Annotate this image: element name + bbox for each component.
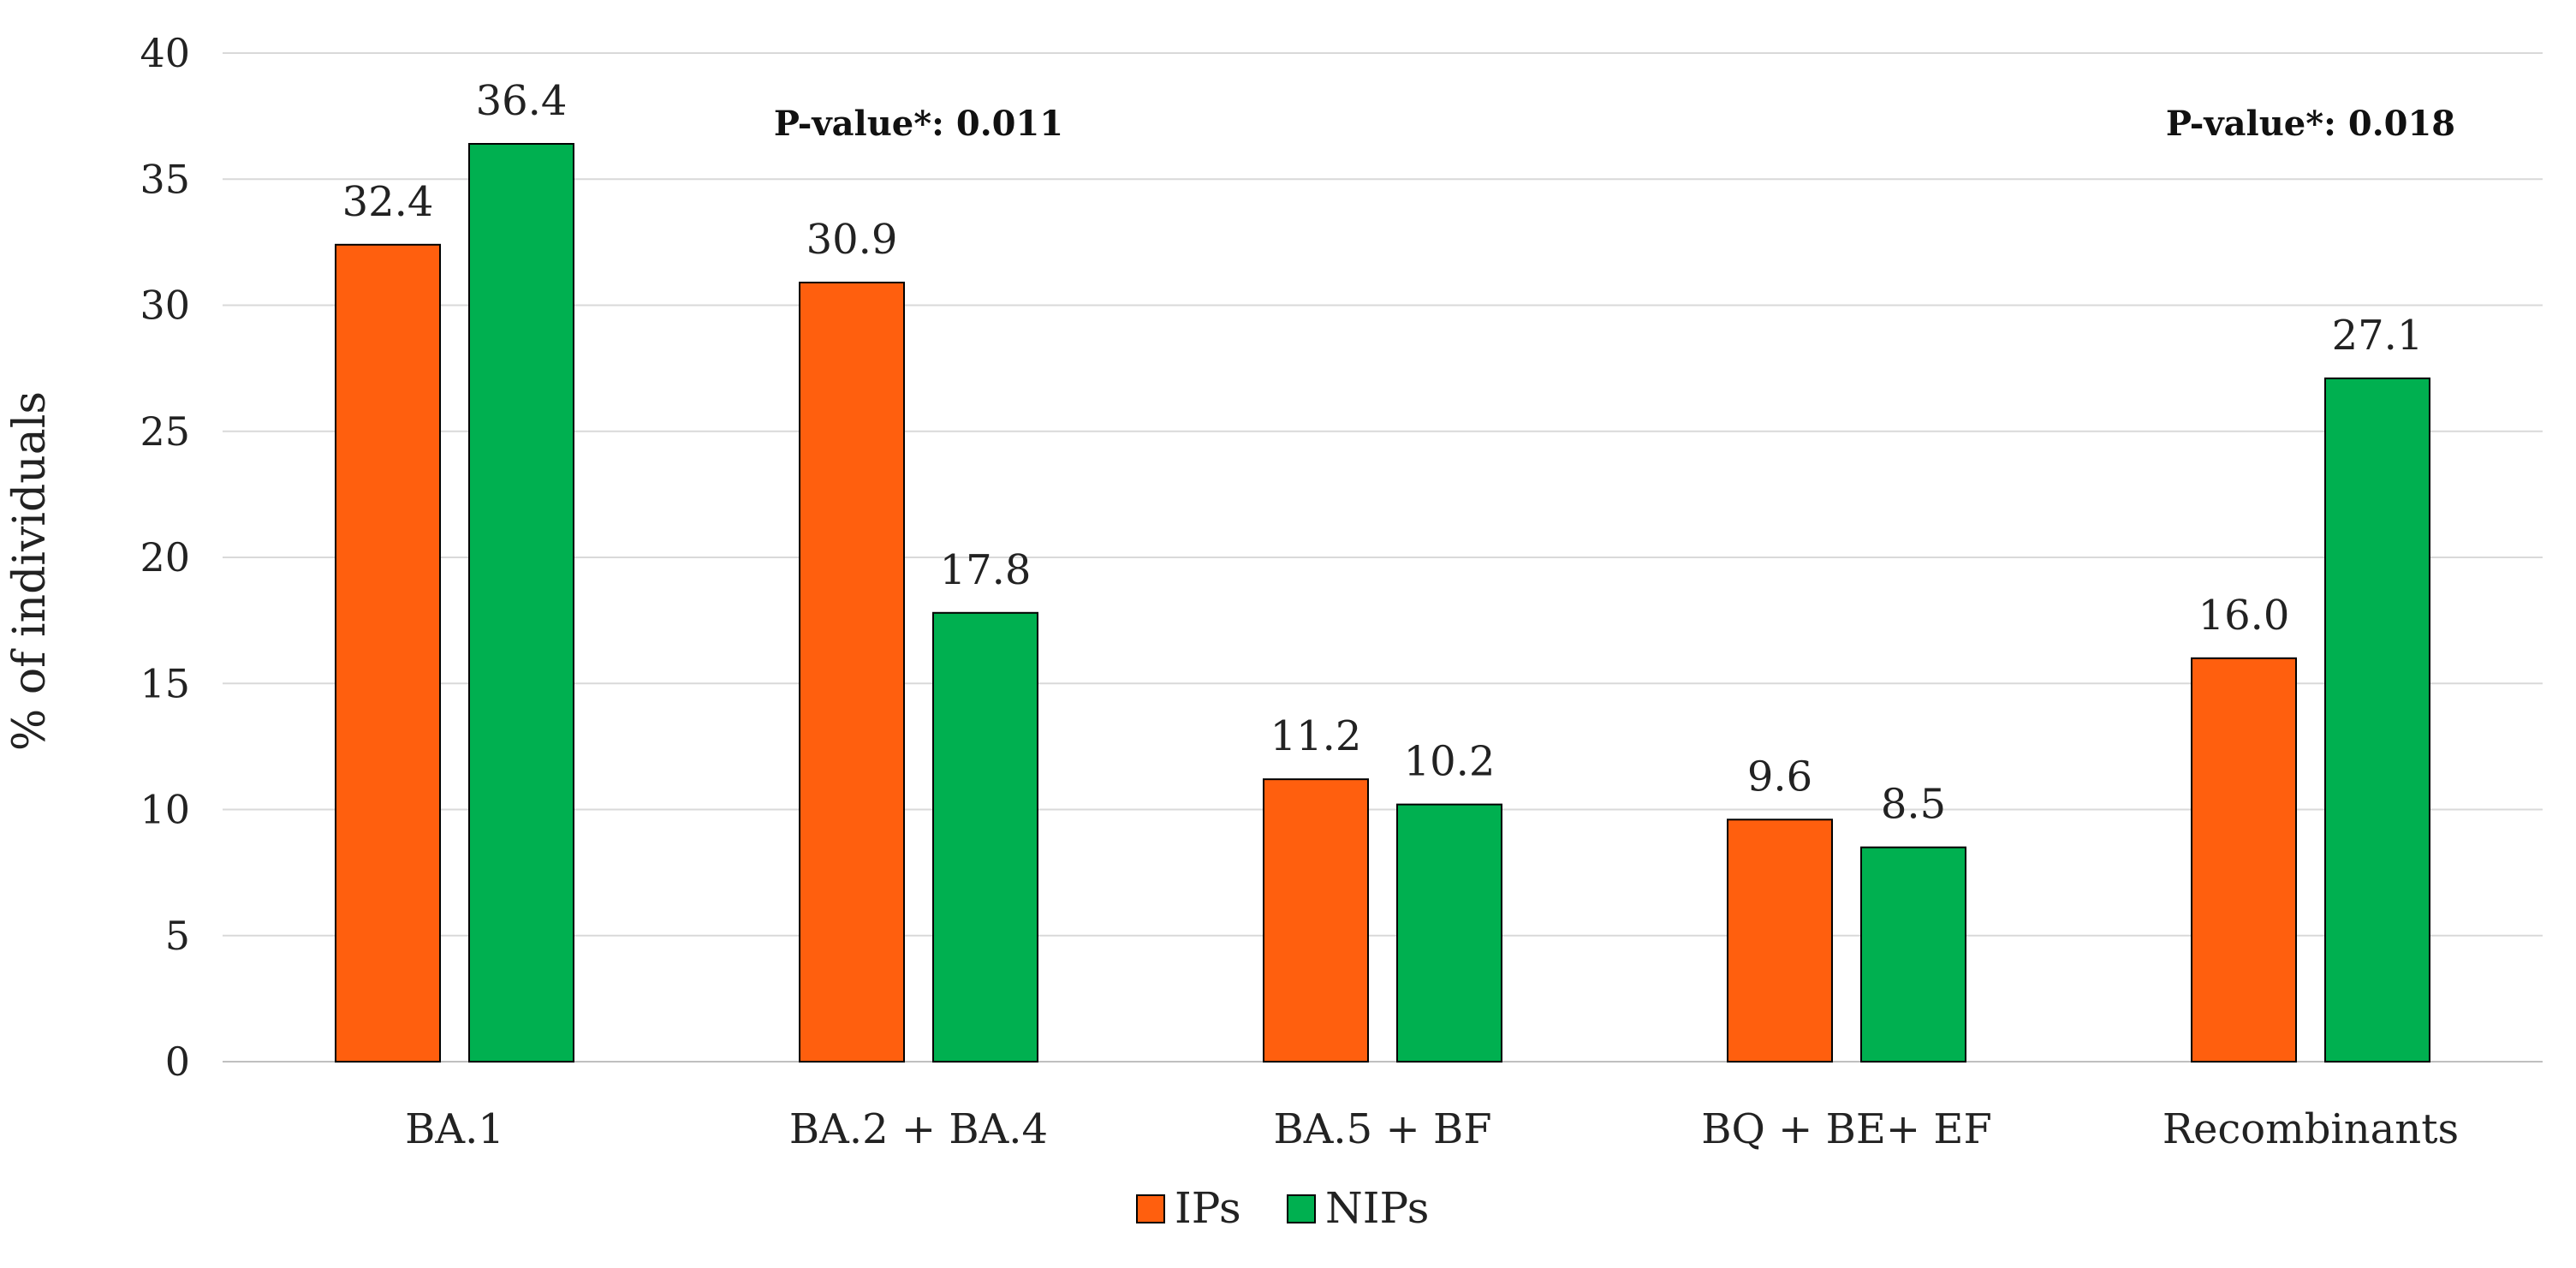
x-category-label: Recombinants	[2163, 1105, 2459, 1153]
x-axis-categories: BA.1 BA.2 + BA.4 BA.5 + BF BQ + BE+ EF Recom…	[405, 1105, 2459, 1153]
bar-ips	[335, 243, 441, 1063]
data-label: 17.8	[940, 546, 1032, 594]
data-label: 8.5	[1881, 781, 1946, 829]
bar-nips	[932, 611, 1038, 1063]
y-tick-label: 0	[165, 1039, 190, 1085]
data-label: 9.6	[1747, 753, 1812, 801]
p-value-annotation: P-value*: 0.018	[2166, 104, 2455, 144]
p-value-annotation: P-value*: 0.011	[774, 104, 1063, 144]
y-tick-label: 10	[140, 787, 190, 833]
gridlines	[223, 52, 2543, 1063]
y-tick-label: 40	[140, 30, 190, 76]
data-label: 11.2	[1270, 712, 1362, 760]
x-category-label: BA.1	[405, 1105, 504, 1153]
data-label: 30.9	[806, 216, 898, 264]
bar-nips	[468, 143, 574, 1063]
x-category-label: BA.2 + BA.4	[789, 1105, 1048, 1153]
bar-ips	[1263, 778, 1369, 1063]
data-label: 27.1	[2332, 312, 2424, 360]
y-tick-label: 25	[140, 408, 190, 455]
legend-swatch-ips	[1136, 1194, 1165, 1223]
bar-ips	[2191, 657, 2297, 1063]
annotations: P-value*: 0.011 P-value*: 0.018	[774, 104, 2455, 144]
bar-nips	[2324, 377, 2430, 1063]
y-axis-label: % of individuals	[4, 391, 56, 751]
y-tick-label: 30	[140, 283, 190, 329]
bar-ips	[799, 281, 905, 1063]
y-tick-label: 5	[165, 913, 190, 959]
bar-nips	[1860, 846, 1966, 1063]
y-axis-ticks: 0 5 10 15 20 25 30 35 40	[140, 30, 190, 1085]
data-labels: 32.4 36.4 30.9 17.8 11.2 10.2 9.6 8.5 16.0 27.1	[342, 77, 2424, 829]
x-category-label: BQ + BE+ EF	[1701, 1105, 1992, 1153]
bar-ips	[1727, 819, 1833, 1063]
bars	[335, 143, 2430, 1063]
bar-nips	[1396, 803, 1502, 1063]
data-label: 16.0	[2198, 592, 2290, 640]
y-tick-label: 35	[140, 156, 190, 202]
data-label: 36.4	[476, 77, 568, 125]
legend-label: NIPs	[1325, 1183, 1429, 1233]
data-label: 10.2	[1404, 738, 1496, 786]
data-label: 32.4	[342, 178, 434, 226]
y-tick-label: 15	[140, 660, 190, 706]
legend-label: IPs	[1175, 1183, 1241, 1233]
x-category-label: BA.5 + BF	[1273, 1105, 1491, 1153]
legend: IPs NIPs	[1136, 1183, 1429, 1233]
legend-swatch-nips	[1287, 1194, 1316, 1223]
y-tick-label: 20	[140, 534, 190, 580]
